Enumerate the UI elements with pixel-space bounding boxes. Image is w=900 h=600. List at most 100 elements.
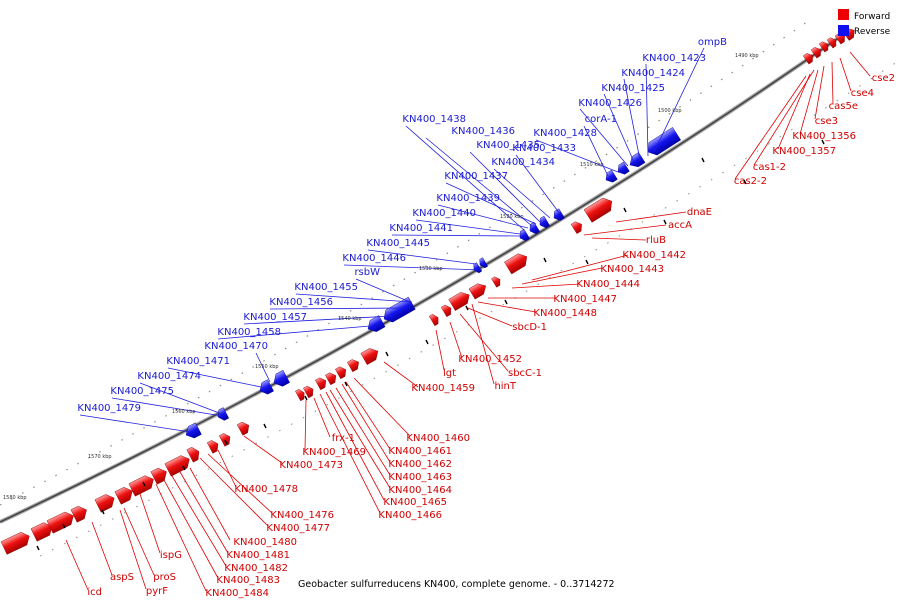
gene-label-hint[interactable]: hinT [494,381,516,392]
gene-label-kn400-1452[interactable]: KN400_1452 [458,354,522,365]
gene-label-cas2-2[interactable]: cas2-2 [734,176,767,187]
forward-gene-arrow[interactable] [583,195,616,223]
forward-gene-arrow[interactable] [335,365,348,380]
gene-label-kn400-1469[interactable]: KN400_1469 [302,447,366,458]
gene-label-kn400-1444[interactable]: KN400_1444 [576,279,640,290]
gene-label-kn400-1424[interactable]: KN400_1424 [621,68,685,79]
forward-gene-arrow[interactable] [448,289,473,311]
gene-label-frx-1[interactable]: frx-1 [332,433,355,444]
forward-gene-arrow[interactable] [218,432,233,447]
gene-label-kn400-1480[interactable]: KN400_1480 [233,537,297,548]
gene-label-kn400-1466[interactable]: KN400_1466 [378,510,442,521]
forward-gene-arrow[interactable] [570,220,584,234]
forward-gene-arrow[interactable] [468,281,489,300]
gene-label-kn400-1455[interactable]: KN400_1455 [294,282,358,293]
gene-label-kn400-1357[interactable]: KN400_1357 [772,146,836,157]
reverse-gene-arrow[interactable] [615,161,630,177]
reverse-gene-arrow[interactable] [603,169,618,185]
forward-gene-arrow[interactable] [826,36,838,49]
gene-label-kn400-1475[interactable]: KN400_1475 [110,386,174,397]
reverse-gene-arrow[interactable] [365,315,386,334]
reverse-gene-arrow[interactable] [471,262,482,275]
reverse-gene-arrow[interactable] [271,369,290,389]
gene-label-kn400-1425[interactable]: KN400_1425 [601,83,665,94]
gene-label-kn400-1483[interactable]: KN400_1483 [216,575,280,586]
gene-label-kn400-1461[interactable]: KN400_1461 [388,446,452,457]
gene-label-kn400-1479[interactable]: KN400_1479 [77,403,141,414]
gene-label-kn400-1446[interactable]: KN400_1446 [342,253,406,264]
forward-gene-arrow[interactable] [164,453,193,477]
gene-label-kn400-1448[interactable]: KN400_1448 [533,308,597,319]
forward-gene-arrow[interactable] [347,357,361,373]
gene-label-kn400-1434[interactable]: KN400_1434 [491,157,555,168]
forward-gene-arrow[interactable] [802,51,815,65]
gene-label-lgt[interactable]: lgt [443,368,456,379]
gene-label-kn400-1476[interactable]: KN400_1476 [270,510,334,521]
gene-label-kn400-1435[interactable]: KN400_1435 [476,140,540,151]
gene-label-kn400-1442[interactable]: KN400_1442 [622,250,686,261]
gene-label-kn400-1482[interactable]: KN400_1482 [224,563,288,574]
gene-label-rlub[interactable]: rluB [646,235,666,246]
gene-label-dnae[interactable]: dnaE [687,207,712,218]
gene-label-kn400-1423[interactable]: KN400_1423 [642,53,706,64]
reverse-gene-arrow[interactable] [215,407,230,423]
gene-label-ispg[interactable]: ispG [160,550,182,561]
gene-label-kn400-1473[interactable]: KN400_1473 [279,460,343,471]
gene-label-kn400-1457[interactable]: KN400_1457 [243,312,307,323]
forward-gene-arrow[interactable] [303,384,315,399]
gene-label-pyrf[interactable]: pyrF [146,586,168,597]
forward-gene-arrow[interactable] [30,520,55,542]
gene-label-sbcc-1[interactable]: sbcC-1 [508,368,542,379]
forward-gene-arrow[interactable] [810,45,823,59]
forward-gene-arrow[interactable] [504,251,530,275]
gene-label-ompb[interactable]: ompB [698,37,727,48]
gene-label-kn400-1460[interactable]: KN400_1460 [406,433,470,444]
forward-gene-arrow[interactable] [70,504,90,523]
gene-label-kn400-1445[interactable]: KN400_1445 [366,238,430,249]
forward-gene-arrow[interactable] [295,388,306,402]
forward-gene-arrow[interactable] [236,420,251,436]
gene-label-cas5e[interactable]: cas5e [829,101,858,112]
forward-gene-arrow[interactable] [315,376,328,391]
gene-label-kn400-1484[interactable]: KN400_1484 [205,588,269,599]
gene-label-kn400-1465[interactable]: KN400_1465 [383,497,447,508]
gene-label-cse2[interactable]: cse2 [872,73,895,84]
forward-gene-arrow[interactable] [186,445,202,463]
gene-label-kn400-1433[interactable]: KN400_1433 [512,143,576,154]
gene-label-asps[interactable]: aspS [110,572,134,583]
reverse-gene-arrow[interactable] [627,152,646,170]
forward-gene-arrow[interactable] [114,485,136,505]
forward-gene-arrow[interactable] [491,275,502,288]
reverse-gene-arrow[interactable] [257,379,274,397]
forward-gene-arrow[interactable] [150,465,170,485]
reverse-gene-arrow[interactable] [537,215,550,230]
forward-gene-arrow[interactable] [428,313,441,327]
gene-label-kn400-1441[interactable]: KN400_1441 [389,223,453,234]
forward-gene-arrow[interactable] [94,492,117,513]
forward-gene-arrow[interactable] [818,40,830,53]
gene-label-kn400-1428[interactable]: KN400_1428 [533,128,597,139]
gene-label-kn400-1439[interactable]: KN400_1439 [436,193,500,204]
gene-label-cse3[interactable]: cse3 [815,116,838,127]
gene-label-kn400-1474[interactable]: KN400_1474 [137,371,201,382]
reverse-gene-arrow[interactable] [183,422,202,441]
gene-label-icd[interactable]: icd [87,587,102,598]
forward-gene-arrow[interactable] [206,439,221,454]
gene-label-kn400-1356[interactable]: KN400_1356 [792,131,856,142]
gene-label-kn400-1458[interactable]: KN400_1458 [217,327,281,338]
gene-label-kn400-1478[interactable]: KN400_1478 [234,484,298,495]
gene-label-rsbw[interactable]: rsbW [354,267,380,278]
gene-label-cora-1[interactable]: corA-1 [585,114,617,125]
gene-label-kn400-1477[interactable]: KN400_1477 [266,523,330,534]
gene-label-kn400-1462[interactable]: KN400_1462 [388,459,452,470]
gene-label-kn400-1464[interactable]: KN400_1464 [388,485,452,496]
gene-label-kn400-1440[interactable]: KN400_1440 [412,208,476,219]
gene-label-pros[interactable]: proS [153,572,176,583]
gene-label-cas1-2[interactable]: cas1-2 [753,162,786,173]
forward-gene-arrow[interactable] [46,509,77,534]
gene-label-kn400-1438[interactable]: KN400_1438 [402,114,466,125]
forward-gene-arrow[interactable] [325,371,338,386]
reverse-gene-arrow[interactable] [477,257,488,270]
forward-gene-arrow[interactable] [0,530,32,555]
gene-label-acca[interactable]: accA [668,220,692,231]
